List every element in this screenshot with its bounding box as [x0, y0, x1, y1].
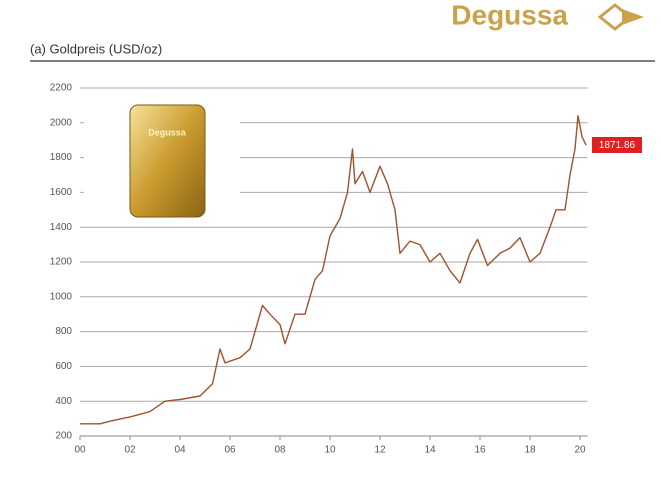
x-tick-label: 20 [574, 445, 586, 456]
y-tick-label: 2000 [50, 117, 73, 128]
y-tick-label: 1400 [50, 222, 73, 233]
x-tick-label: 16 [474, 445, 486, 456]
gold-bar-label: Degussa [148, 127, 187, 137]
y-tick-label: 1600 [50, 187, 73, 198]
x-tick-label: 04 [174, 445, 186, 456]
annotation: 1871.86 [599, 140, 636, 151]
x-tick-label: 10 [324, 445, 336, 456]
x-tick-label: 02 [124, 445, 136, 456]
y-tick-label: 600 [55, 361, 72, 372]
brand-logo: Degussa [451, 0, 568, 30]
brand-icon [597, 3, 644, 31]
x-tick-label: 00 [74, 445, 86, 456]
x-tick-label: 06 [224, 445, 236, 456]
price-line [80, 115, 587, 425]
y-tick-label: 1800 [50, 152, 73, 163]
y-tick-label: 800 [55, 326, 72, 337]
y-tick-label: 400 [55, 396, 72, 407]
x-tick-label: 14 [424, 445, 436, 456]
x-tick-label: 12 [374, 445, 386, 456]
x-tick-label: 18 [524, 445, 536, 456]
gold-bar [129, 104, 206, 218]
y-tick-label: 1000 [50, 291, 73, 302]
chart-title: (a) Goldpreis (USD/oz) [30, 41, 162, 56]
y-tick-label: 200 [55, 431, 72, 442]
annotation-box [592, 137, 642, 153]
x-tick-label: 08 [274, 445, 286, 456]
y-tick-label: 2200 [50, 83, 73, 94]
y-tick-label: 1200 [50, 257, 73, 268]
